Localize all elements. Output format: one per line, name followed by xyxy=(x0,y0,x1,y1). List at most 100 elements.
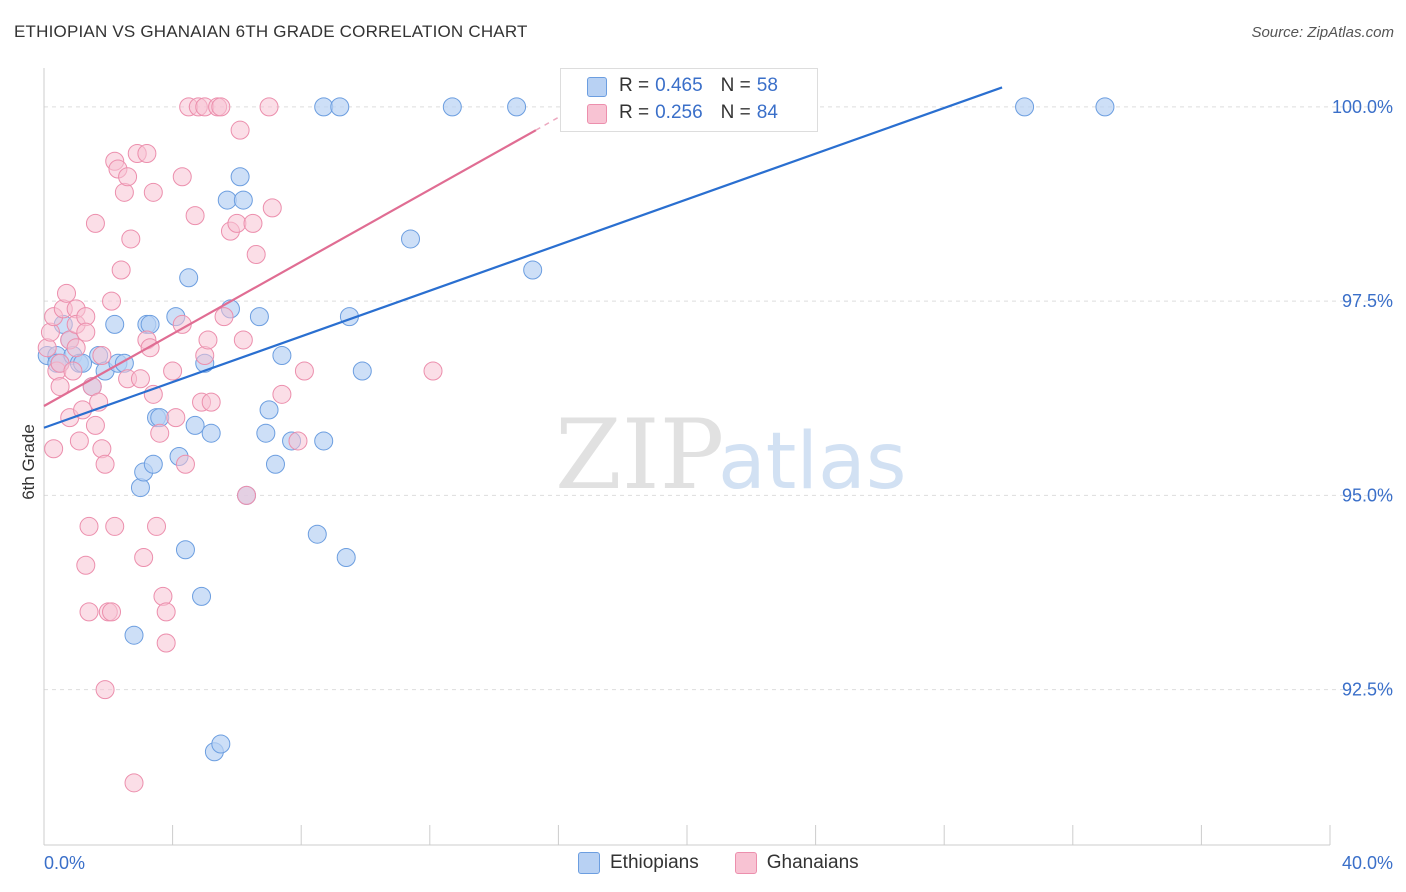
stats-legend: R = 0.465 N = 58 R = 0.256 N = 84 xyxy=(560,68,818,132)
ghanaians-point xyxy=(175,454,195,474)
ghanaians-point xyxy=(211,97,231,117)
ethiopians-point xyxy=(143,454,163,474)
ghanaians-point xyxy=(111,260,131,280)
legend-item-ghanaians[interactable]: Ghanaians xyxy=(734,852,859,874)
legend-item-ethiopians[interactable]: Ethiopians xyxy=(578,852,699,874)
ethiopians-point xyxy=(330,97,350,117)
ghanaians-point xyxy=(156,602,176,622)
ghanaians-legend-swatch xyxy=(734,852,757,874)
source-label: Source: ZipAtlas.com xyxy=(1251,24,1394,41)
watermark-atlas: atlas xyxy=(718,417,907,507)
legend-label-ethiopians: Ethiopians xyxy=(610,852,699,873)
ethiopians-point xyxy=(314,97,334,117)
ethiopians-point xyxy=(175,540,195,560)
n-label: N = xyxy=(720,102,751,123)
trend-lines xyxy=(43,86,1003,429)
ghanaians-point xyxy=(272,384,292,404)
ethiopians-point xyxy=(179,268,199,288)
ethiopians-trend-line xyxy=(43,86,1003,429)
r-label: R = xyxy=(619,102,650,123)
ghanaians-point xyxy=(40,322,60,342)
y-axis-label: 6th Grade xyxy=(19,424,38,500)
ghanaians-point xyxy=(121,229,141,249)
ghanaians-trend-line xyxy=(43,129,537,407)
ethiopians-point xyxy=(401,229,421,249)
ghanaians-point xyxy=(85,415,105,435)
ethiopians-point xyxy=(259,400,279,420)
ghanaians-point xyxy=(76,555,96,575)
ethiopians-point xyxy=(124,625,144,645)
ghanaians-point xyxy=(259,97,279,117)
ethiopians-swatch xyxy=(587,77,607,97)
ghanaians-point xyxy=(243,213,263,233)
chart-title: ETHIOPIAN VS GHANAIAN 6TH GRADE CORRELAT… xyxy=(14,22,528,41)
ghanaians-point xyxy=(423,361,443,381)
ghanaians-point xyxy=(118,167,138,187)
legend-label-ghanaians: Ghanaians xyxy=(766,852,859,873)
y-tick-label: 100.0% xyxy=(1332,97,1393,117)
ethiopians-point xyxy=(336,548,356,568)
ethiopians-point xyxy=(217,190,237,210)
y-tick-label: 97.5% xyxy=(1342,291,1393,311)
ghanaians-point xyxy=(230,120,250,140)
ghanaians-swatch xyxy=(587,104,607,124)
n-value-ghanaians: 84 xyxy=(756,102,778,123)
ghanaians-point xyxy=(124,773,144,793)
ghanaians-point xyxy=(262,198,282,218)
y-tick-label: 92.5% xyxy=(1342,680,1393,700)
ghanaians-point xyxy=(246,244,266,264)
legend-row-ethiopians: R = 0.465 N = 58 xyxy=(587,73,778,99)
ghanaians-point xyxy=(92,439,112,459)
ethiopians-point xyxy=(272,345,292,365)
ghanaians-point xyxy=(79,602,99,622)
ghanaians-point xyxy=(172,167,192,187)
ghanaians-point xyxy=(37,338,57,358)
r-value-ethiopians: 0.465 xyxy=(655,75,703,96)
ghanaians-point xyxy=(69,431,89,451)
ghanaians-point xyxy=(95,680,115,700)
ethiopians-point xyxy=(442,97,462,117)
n-value-ethiopians: 58 xyxy=(756,75,778,96)
ghanaians-point xyxy=(214,307,234,327)
ethiopians-point xyxy=(185,415,205,435)
ghanaians-point xyxy=(114,182,134,202)
ghanaians-point xyxy=(198,330,218,350)
ghanaians-point xyxy=(163,361,183,381)
ethiopians-point xyxy=(507,97,527,117)
ghanaians-point xyxy=(63,361,83,381)
y-tick-label: 95.0% xyxy=(1342,485,1393,505)
x-tick-label: 0.0% xyxy=(44,853,85,873)
axes xyxy=(43,68,1331,846)
ghanaians-point xyxy=(147,516,167,536)
ghanaians-point xyxy=(79,516,99,536)
ghanaians-point xyxy=(143,182,163,202)
watermark-zip: ZIP xyxy=(555,399,724,511)
ethiopians-point xyxy=(307,524,327,544)
ethiopians-point xyxy=(1015,97,1035,117)
ethiopians-point xyxy=(523,260,543,280)
legend-row-ghanaians: R = 0.256 N = 84 xyxy=(587,100,778,126)
ghanaians-point xyxy=(76,322,96,342)
ghanaians-point xyxy=(85,213,105,233)
ghanaians-point xyxy=(201,392,221,412)
ghanaians-point xyxy=(227,213,247,233)
ghanaians-point xyxy=(50,377,70,397)
ethiopians-point xyxy=(230,167,250,187)
ethiopians-point xyxy=(130,478,150,498)
series-legend: Ethiopians Ghanaians xyxy=(578,852,895,874)
ethiopians-point xyxy=(249,307,269,327)
ghanaians-point xyxy=(150,423,170,443)
ghanaians-point xyxy=(102,602,122,622)
ethiopians-point xyxy=(352,361,372,381)
ghanaians-point xyxy=(95,454,115,474)
r-label: R = xyxy=(619,75,650,96)
ethiopians-point xyxy=(314,431,334,451)
r-value-ghanaians: 0.256 xyxy=(655,102,703,123)
n-label: N = xyxy=(720,75,751,96)
ghanaians-point xyxy=(195,345,215,365)
ethiopians-point xyxy=(105,314,125,334)
ghanaians-point xyxy=(102,291,122,311)
x-tick-label: 40.0% xyxy=(1342,853,1393,873)
ghanaians-point xyxy=(137,143,157,163)
